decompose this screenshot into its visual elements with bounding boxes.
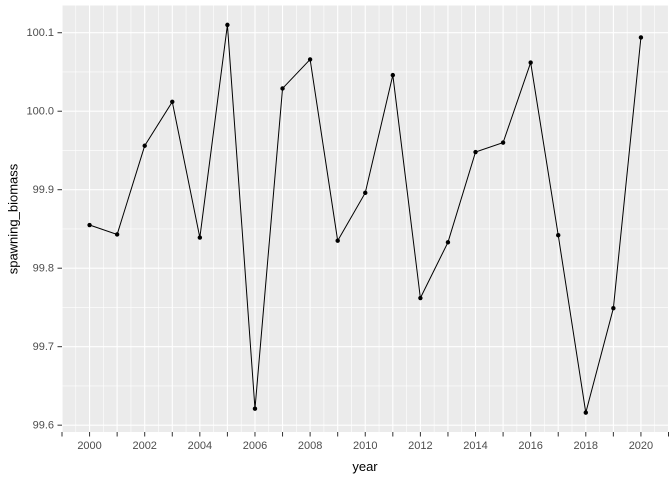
x-tick-label: 2008 (298, 440, 322, 452)
data-point (335, 238, 340, 243)
data-point (142, 143, 147, 148)
data-point (114, 232, 120, 237)
data-point (556, 233, 561, 238)
data-point (418, 295, 423, 301)
x-tick-label: 2014 (463, 440, 487, 452)
data-point (390, 72, 396, 78)
x-tick-label: 2012 (408, 440, 432, 452)
x-tick-label: 2004 (188, 440, 212, 452)
y-axis-title: spawning_biomass (5, 163, 21, 275)
x-tick-label: 2002 (132, 440, 156, 452)
data-point (252, 406, 258, 411)
data-point (473, 149, 478, 155)
y-tick-label: 100.1 (26, 27, 54, 39)
data-point (528, 60, 533, 65)
data-point (611, 306, 616, 311)
x-tick-label: 2010 (353, 440, 377, 452)
y-tick-label: 99.8 (33, 263, 54, 275)
data-point (363, 190, 368, 196)
data-point (170, 99, 175, 105)
y-tick-label: 100.0 (26, 106, 54, 118)
data-point (197, 235, 203, 240)
x-tick-label: 2020 (629, 440, 653, 452)
data-point (87, 222, 92, 228)
x-tick-label: 2006 (243, 440, 267, 452)
x-tick-label: 2016 (518, 440, 542, 452)
x-tick-label: 2000 (77, 440, 101, 452)
data-point (280, 86, 285, 91)
data-point (225, 22, 230, 28)
data-point (445, 240, 451, 245)
x-tick-label: 2018 (574, 440, 598, 452)
y-tick-label: 99.6 (33, 420, 54, 432)
data-point (583, 410, 588, 415)
y-tick-label: 99.9 (33, 184, 54, 196)
data-point (638, 35, 644, 40)
data-point (307, 57, 313, 62)
x-axis-title: year (352, 459, 378, 474)
data-point (500, 140, 506, 145)
y-tick-label: 99.7 (33, 341, 54, 353)
